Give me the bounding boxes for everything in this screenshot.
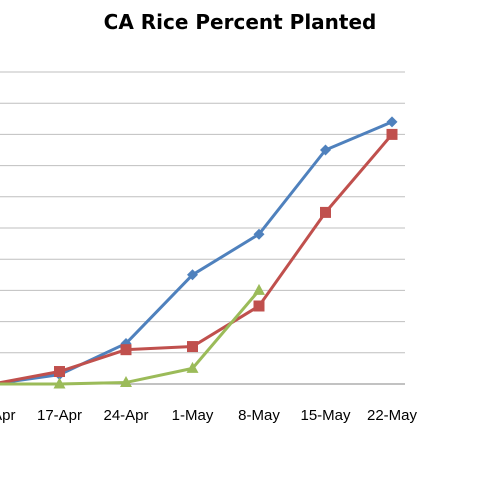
series-markers [53, 116, 398, 389]
data-point [386, 116, 398, 128]
x-tick-label: 22-May [367, 407, 418, 424]
data-point [187, 269, 198, 281]
data-point [386, 128, 398, 140]
x-tick-label: 15-May [300, 407, 351, 424]
data-point [53, 377, 66, 389]
chart-title: CA Rice Percent Planted [103, 10, 377, 34]
x-tick-labels: 10-Apr 17-Apr 24-Apr 1-May 8-May 15-May 22-May [0, 407, 418, 424]
data-point [253, 283, 265, 295]
x-tick-label: 10-Apr [0, 407, 16, 424]
series-line-3 [0, 289, 261, 386]
data-point [253, 300, 265, 312]
data-point [320, 144, 331, 156]
x-tick-label: 8-May [238, 407, 280, 424]
data-point [320, 206, 331, 218]
x-tick-label: 24-Apr [103, 407, 148, 424]
data-point [187, 341, 198, 353]
data-point [186, 361, 199, 373]
data-point [120, 344, 132, 356]
data-point [120, 375, 132, 387]
data-point [54, 366, 65, 378]
gridlines [0, 71, 405, 354]
x-tick-label: 17-Apr [37, 407, 82, 424]
data-point [253, 228, 265, 240]
x-tick-label: 1-May [172, 407, 214, 424]
